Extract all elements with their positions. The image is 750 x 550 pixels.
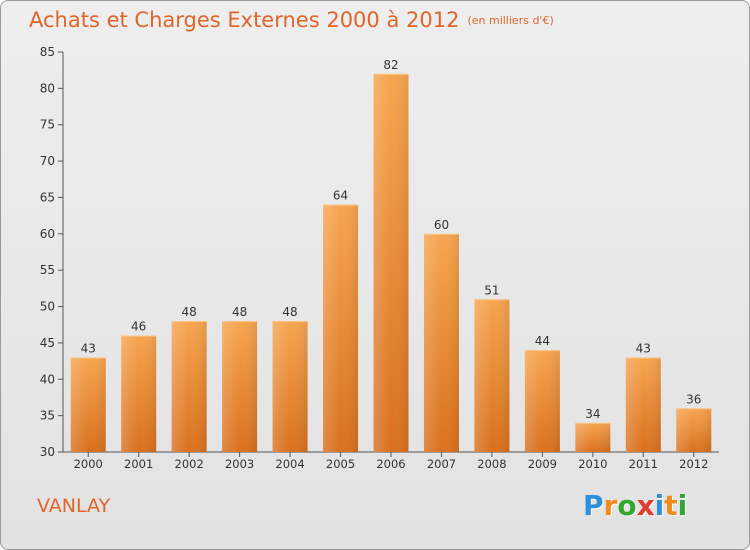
- x-tick-label: 2010: [578, 457, 607, 471]
- bar-shade: [524, 350, 560, 452]
- logo-letter: i: [654, 489, 665, 522]
- x-tick-label: 2012: [679, 457, 708, 471]
- y-tick-label: 35: [40, 409, 55, 423]
- y-tick-label: 30: [40, 445, 55, 459]
- x-tick-label: 2006: [376, 457, 405, 471]
- logo-letter: r: [603, 489, 618, 522]
- data-label: 64: [333, 189, 348, 203]
- data-label: 48: [182, 305, 197, 319]
- data-label: 48: [232, 305, 247, 319]
- bar-shade: [625, 357, 661, 452]
- x-tick-label: 2002: [175, 457, 204, 471]
- bar-shade: [323, 204, 359, 452]
- chart-unit: (en milliers d'€): [467, 14, 554, 27]
- x-tick-label: 2004: [275, 457, 304, 471]
- y-tick-label: 60: [40, 227, 55, 241]
- x-tick-label: 2007: [427, 457, 456, 471]
- y-tick-label: 75: [40, 118, 55, 132]
- x-tick-label: 2001: [124, 457, 153, 471]
- data-label: 43: [636, 341, 651, 355]
- y-tick-label: 50: [40, 300, 55, 314]
- bar-shade: [474, 299, 510, 452]
- y-tick-label: 85: [40, 45, 55, 59]
- data-label: 46: [131, 320, 146, 334]
- bar-shade: [676, 408, 712, 452]
- data-label: 34: [585, 407, 600, 421]
- chart-title: Achats et Charges Externes 2000 à 2012 (e…: [29, 8, 554, 32]
- y-tick-label: 45: [40, 336, 55, 350]
- x-tick-label: 2011: [629, 457, 658, 471]
- bars: 43 46 48 48 48 64 82 60 51 44 34 43 36: [70, 58, 712, 453]
- logo-letter: P: [583, 489, 604, 522]
- y-tick-label: 40: [40, 372, 55, 386]
- axes: 30 35 40 45 50 55 60 65 70 75 80 85 2000 2001 2002 2003…: [40, 45, 719, 471]
- proxiti-logo[interactable]: Proxiti: [583, 489, 687, 522]
- y-tick-label: 65: [40, 190, 55, 204]
- bar-shade: [222, 321, 258, 452]
- x-tick-label: 2005: [326, 457, 355, 471]
- logo-letter: x: [636, 489, 655, 522]
- x-tick-label: 2008: [477, 457, 506, 471]
- logo-letter: t: [664, 489, 678, 522]
- bar-shade: [121, 335, 157, 452]
- bar-shade: [171, 321, 207, 452]
- logo-letter: i: [677, 489, 688, 522]
- y-tick-label: 70: [40, 154, 55, 168]
- bar-shade: [575, 422, 611, 452]
- data-label: 36: [686, 392, 701, 406]
- logo-letter: o: [617, 489, 637, 522]
- x-tick-label: 2000: [74, 457, 103, 471]
- bar-shade: [373, 73, 409, 453]
- x-tick-label: 2009: [528, 457, 557, 471]
- data-label: 82: [383, 58, 398, 72]
- data-label: 48: [282, 305, 297, 319]
- x-tick-label: 2003: [225, 457, 254, 471]
- bar-shade: [272, 321, 308, 452]
- data-label: 51: [484, 283, 499, 297]
- y-tick-label: 80: [40, 81, 55, 95]
- commune-name: VANLAY: [37, 495, 111, 517]
- data-label: 43: [81, 341, 96, 355]
- bar-shade: [423, 233, 459, 452]
- y-tick-label: 55: [40, 263, 55, 277]
- chart-title-text: Achats et Charges Externes 2000 à 2012: [29, 8, 460, 32]
- data-label: 60: [434, 218, 449, 232]
- bar-shade: [70, 357, 106, 452]
- data-label: 44: [535, 334, 550, 348]
